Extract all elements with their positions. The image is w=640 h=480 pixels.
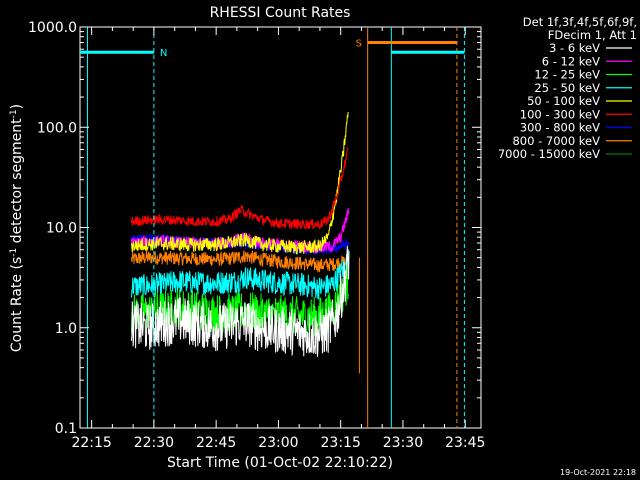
y-axis-label-sup: -1 <box>9 248 19 257</box>
legend: Det 1f,3f,4f,5f,6f,9f,FDecim 1, Att 13 -… <box>498 15 637 161</box>
legend-label: 25 - 50 keV <box>534 81 600 95</box>
y-axis-label-rest: detector segment <box>9 118 25 248</box>
series-line-800-7000-kev <box>130 250 350 274</box>
legend-label: 7000 - 15000 keV <box>498 147 600 161</box>
flag-label-s: S <box>356 39 362 50</box>
x-tick-label: 23:00 <box>258 435 298 451</box>
y-tick-label: 1.0 <box>55 321 77 337</box>
y-tick-label: 1000.0 <box>28 20 77 36</box>
y-axis-label-sup2: -1 <box>9 109 19 118</box>
x-tick-label: 23:15 <box>321 435 361 451</box>
legend-label: 50 - 100 keV <box>527 94 600 108</box>
series-layer <box>130 111 350 357</box>
y-tick-label: 0.1 <box>55 421 77 437</box>
ticks-layer: 22:15 22:30 22:45 23:00 23:15 23:30 23:45 0.1 1.… <box>28 20 485 451</box>
x-tick-label: 22:15 <box>71 435 111 451</box>
legend-label: 3 - 6 keV <box>549 41 600 55</box>
legend-label: 12 - 25 keV <box>534 68 600 82</box>
x-tick-label: 23:30 <box>383 435 423 451</box>
series-line-100-300-kev <box>130 146 349 230</box>
y-axis-label-end: ) <box>9 104 25 109</box>
y-tick-label: 100.0 <box>37 120 77 136</box>
x-tick-label: 22:45 <box>196 435 236 451</box>
y-axis-label-main: Count Rate (s <box>9 257 25 352</box>
timestamp: 19-Oct-2021 22:18 <box>560 468 636 477</box>
legend-label: 300 - 800 keV <box>520 121 600 135</box>
legend-header-line: Det 1f,3f,4f,5f,6f,9f, <box>523 15 637 29</box>
series-line-25-50-kev <box>130 248 350 300</box>
x-tick-label: 22:30 <box>134 435 174 451</box>
x-tick-label: 23:45 <box>445 435 485 451</box>
y-axis-label: Count Rate (s-1 detector segment-1) <box>9 104 25 352</box>
y-tick-label: 10.0 <box>46 221 77 237</box>
legend-label: 100 - 300 keV <box>520 107 600 121</box>
legend-label: 800 - 7000 keV <box>512 134 600 148</box>
flag-label-n: N <box>160 48 167 59</box>
series-line-3-6-kev <box>130 245 350 357</box>
chart-title: RHESSI Count Rates <box>210 5 351 21</box>
legend-label: 6 - 12 keV <box>542 54 600 68</box>
series-line-50-100-kev <box>130 111 349 255</box>
legend-header-line: FDecim 1, Att 1 <box>548 28 637 42</box>
x-axis-label: Start Time (01-Oct-02 22:10:22) <box>167 455 393 471</box>
